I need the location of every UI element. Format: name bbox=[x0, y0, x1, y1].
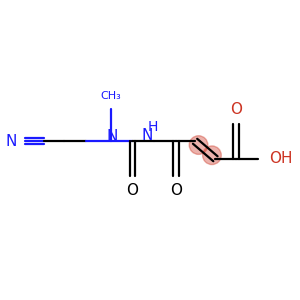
Text: N: N bbox=[141, 128, 153, 143]
Text: OH: OH bbox=[269, 151, 293, 166]
Text: N: N bbox=[6, 134, 17, 149]
Text: O: O bbox=[126, 183, 138, 198]
Circle shape bbox=[189, 136, 208, 154]
Text: O: O bbox=[230, 102, 242, 117]
Circle shape bbox=[202, 146, 221, 165]
Text: N: N bbox=[106, 129, 118, 144]
Text: H: H bbox=[148, 120, 158, 134]
Text: O: O bbox=[170, 183, 182, 198]
Text: CH₃: CH₃ bbox=[100, 91, 121, 101]
